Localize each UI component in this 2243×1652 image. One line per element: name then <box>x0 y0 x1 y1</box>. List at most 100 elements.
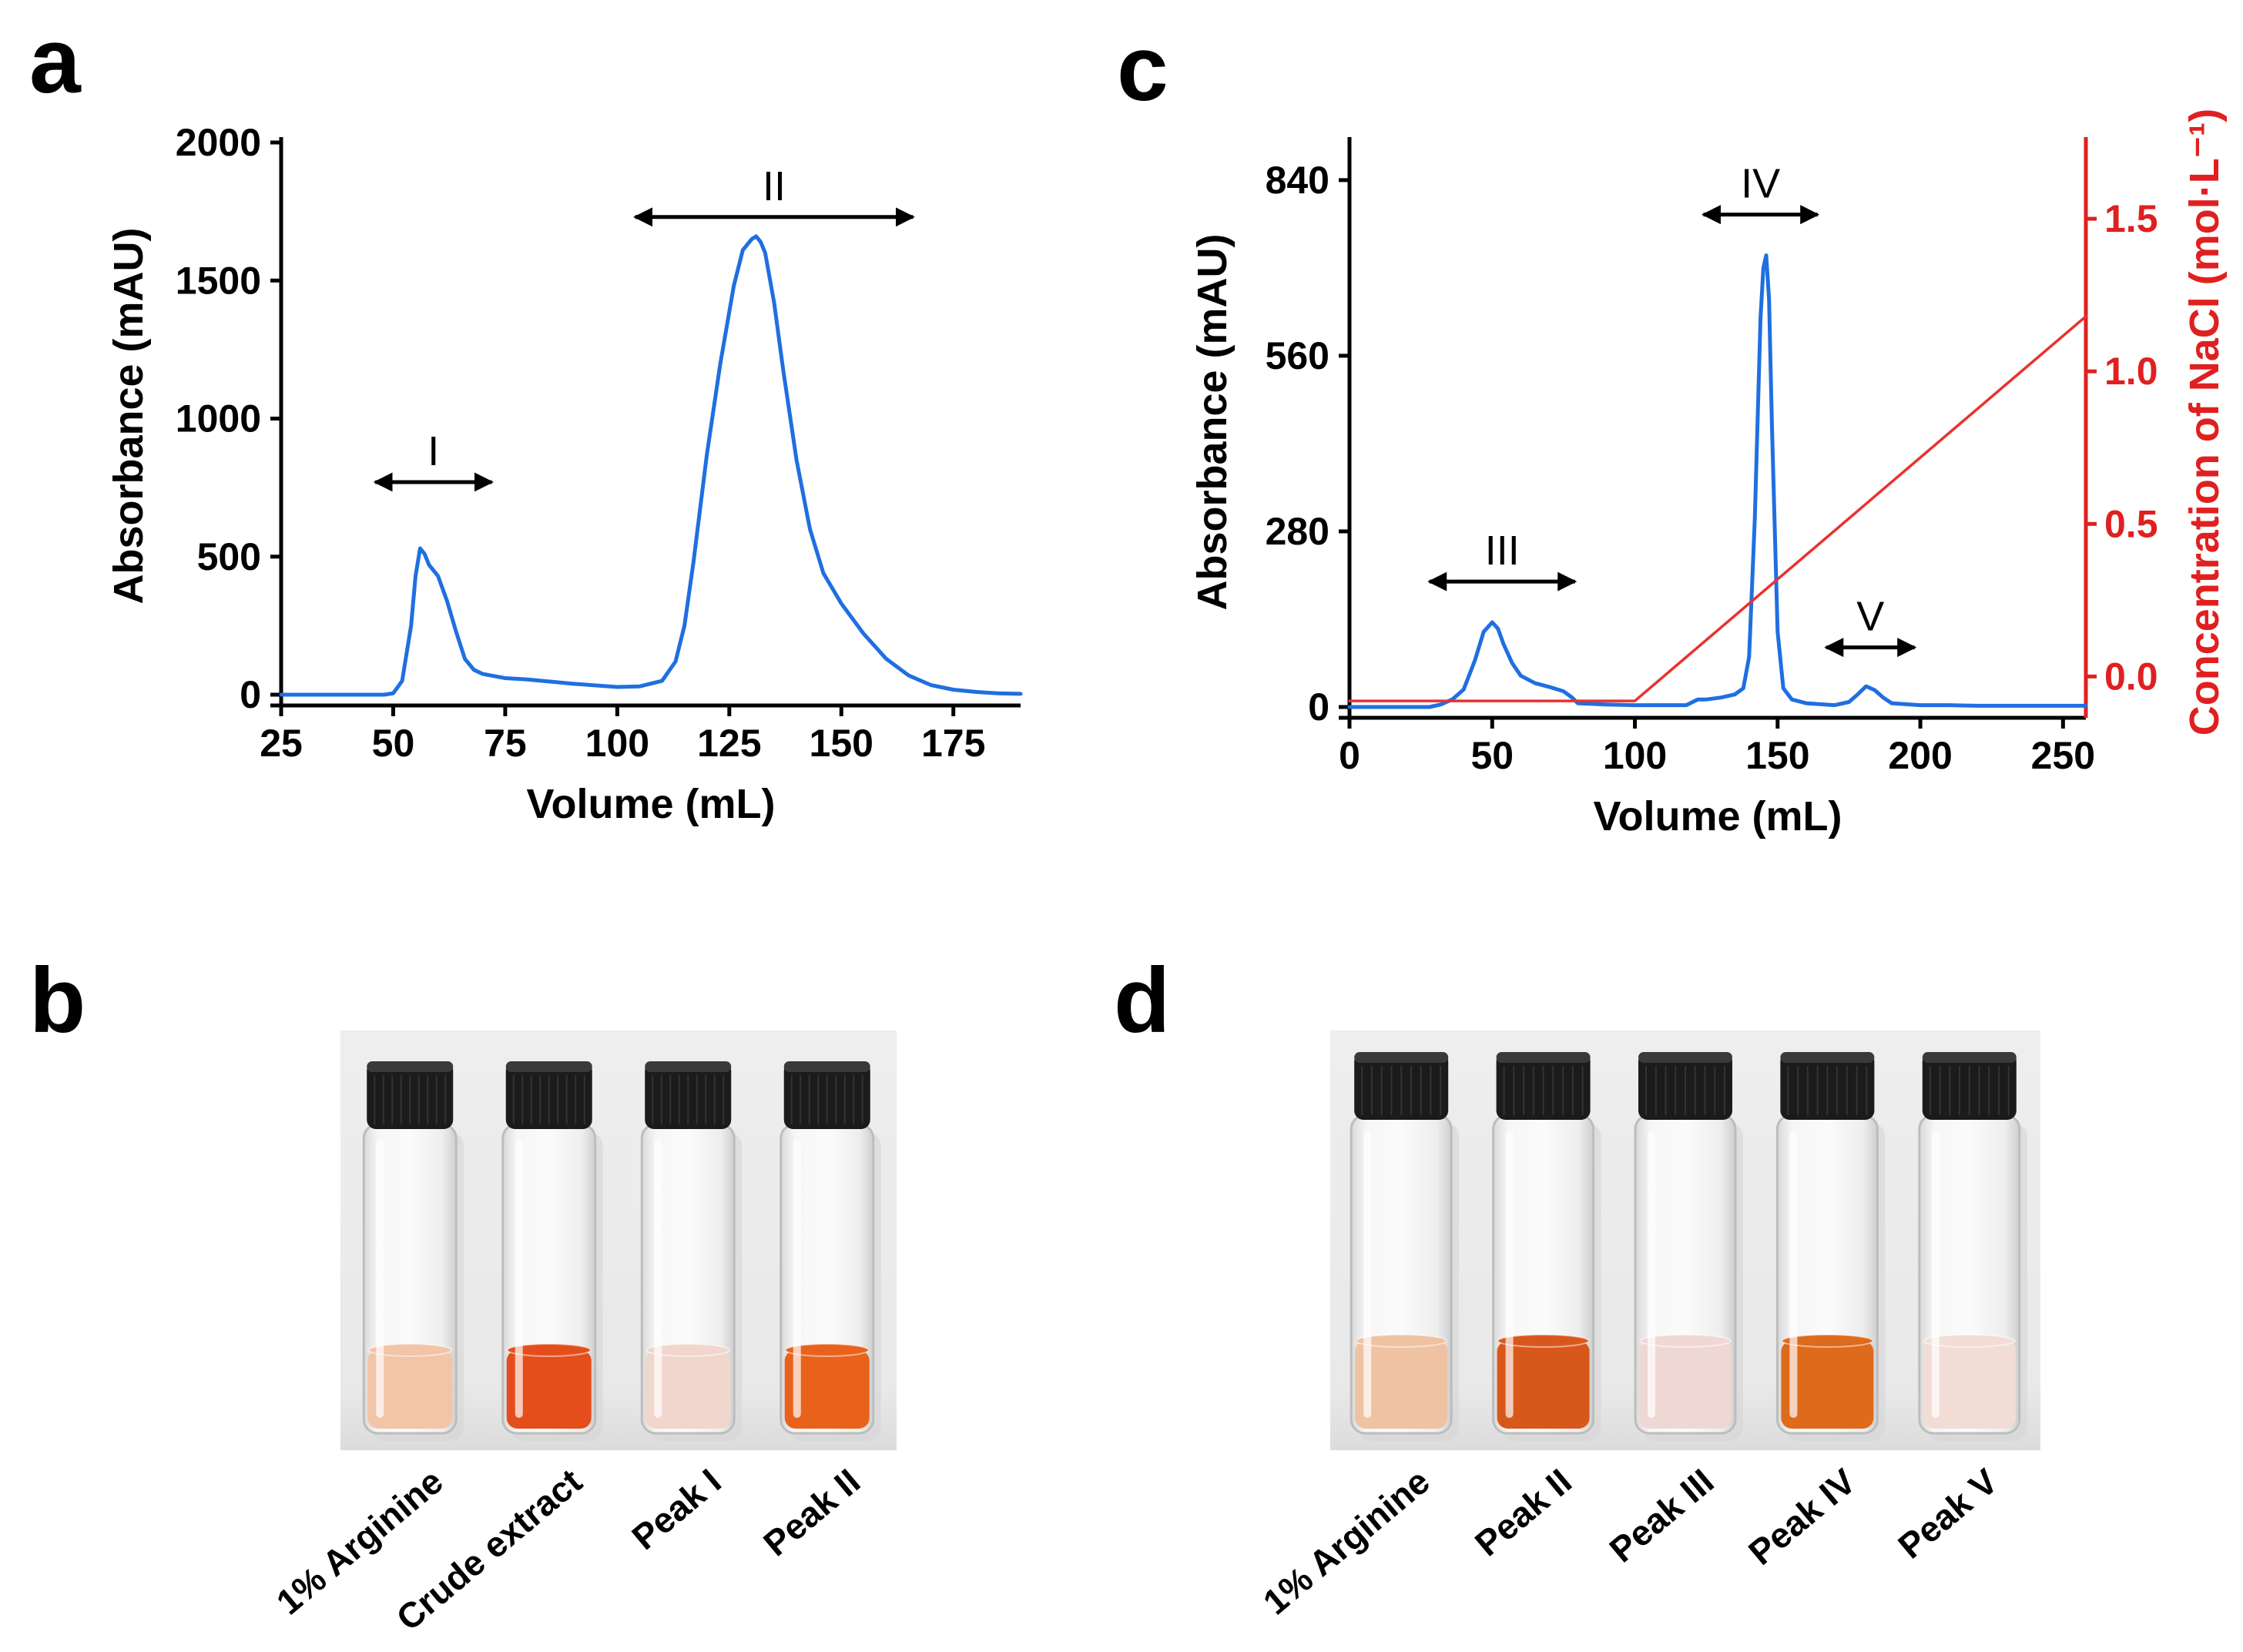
vial-highlight <box>1648 1131 1655 1418</box>
vial-label: Peak IV <box>1741 1461 1863 1573</box>
panel-letter-a: a <box>29 9 82 112</box>
vial-highlight <box>515 1140 523 1418</box>
vial-highlight <box>654 1140 662 1418</box>
vial <box>780 1061 881 1441</box>
vial <box>1634 1052 1743 1441</box>
vial-label: Peak III <box>1602 1461 1722 1570</box>
y2-tick-label: 0.5 <box>2104 502 2158 545</box>
y-tick-label: 500 <box>197 535 261 578</box>
vial <box>640 1061 743 1441</box>
vial-cap-top <box>1780 1052 1875 1063</box>
chart-c-ticks: 0 50 100 150 200 250 0 280 560 840 0.0 0.5 1.0 1.5 <box>1266 159 2158 777</box>
x-tick-label: 100 <box>585 722 649 765</box>
y-tick-label: 0 <box>240 673 261 716</box>
x-tick-label: 75 <box>484 722 527 765</box>
vial-meniscus <box>1923 1334 2016 1348</box>
vial-highlight <box>1363 1131 1372 1418</box>
chart-a-series <box>279 234 1023 697</box>
vial <box>1349 1052 1460 1441</box>
vial <box>1918 1052 2027 1441</box>
vial-meniscus <box>1781 1334 1874 1348</box>
vial-meniscus <box>506 1343 592 1357</box>
vial-cap-top <box>367 1061 454 1072</box>
x-tick-label: 175 <box>921 722 985 765</box>
series-line-absorbance <box>279 234 1023 697</box>
panel-letter-c: c <box>1117 17 1168 120</box>
chart-a-xlabel: Volume (mL) <box>527 781 776 827</box>
y-tick-label: 560 <box>1266 334 1329 377</box>
chart-c-xlabel: Volume (mL) <box>1594 793 1842 839</box>
vial-cap-top <box>1922 1052 2017 1063</box>
vial-liquid <box>1355 1341 1448 1429</box>
vial-liquid <box>1781 1341 1874 1429</box>
y2-tick-label: 1.5 <box>2104 197 2158 240</box>
x-tick-label: 50 <box>1470 734 1514 777</box>
peak-label: I <box>427 428 439 474</box>
peak-label: V <box>1856 594 1884 640</box>
vial-liquid <box>506 1350 592 1429</box>
vial-highlight <box>1931 1131 1940 1418</box>
chart-c-series <box>1347 253 2088 709</box>
vials-photo-d <box>1330 1030 2040 1450</box>
vial <box>362 1061 464 1441</box>
panel-letter-b: b <box>29 949 85 1052</box>
chart-c: 0 50 100 150 200 250 0 280 560 840 0.0 0.5 1.0 1.5 II… <box>1189 109 2228 839</box>
y2-tick-label: 0.0 <box>2104 655 2158 698</box>
vial-meniscus <box>645 1343 731 1357</box>
vial-label: 1% Arginine <box>1256 1461 1437 1623</box>
chart-c-y2label: Concentration of NaCl (mol·L⁻¹) <box>2181 109 2228 736</box>
chart-a-ylabel: Absorbance (mAU) <box>106 227 152 604</box>
y-tick-label: 1500 <box>176 259 261 302</box>
chart-c-ylabel: Absorbance (mAU) <box>1189 233 1235 610</box>
chart-a-annotations: III <box>373 163 915 492</box>
y-tick-label: 0 <box>1308 685 1329 729</box>
vial-meniscus <box>1639 1334 1732 1348</box>
vial-liquid <box>1497 1341 1590 1429</box>
vial-cap-top <box>1354 1052 1449 1063</box>
chart-a-ticks: 25 50 75 100 125 150 175 0 500 1000 1500 2000 <box>176 121 986 765</box>
peak-label: II <box>763 163 786 209</box>
vial-meniscus <box>784 1343 870 1357</box>
vial-label: Peak V <box>1890 1461 2005 1567</box>
y-tick-label: 1000 <box>176 397 261 441</box>
panel-letter-d: d <box>1114 949 1170 1052</box>
chart-a-axes <box>270 137 1021 708</box>
x-tick-label: 50 <box>372 722 415 765</box>
x-tick-label: 100 <box>1603 734 1667 777</box>
vial <box>1492 1052 1601 1441</box>
vial-liquid <box>1639 1341 1732 1429</box>
x-tick-label: 250 <box>2031 734 2095 777</box>
y2-tick-label: 1.0 <box>2104 350 2158 393</box>
vial-cap-top <box>1638 1052 1732 1063</box>
vial-cap-top <box>783 1061 870 1072</box>
y-tick-label: 840 <box>1266 159 1329 202</box>
vial-cap-top <box>645 1061 732 1072</box>
chart-c-annotations: III IV V <box>1427 161 1917 658</box>
vial-highlight <box>1505 1131 1514 1418</box>
vial <box>1775 1052 1886 1441</box>
vial-label: Peak II <box>756 1461 867 1564</box>
vial-liquid <box>367 1350 453 1429</box>
vial-liquid <box>784 1350 870 1429</box>
x-tick-label: 200 <box>1888 734 1952 777</box>
vial-meniscus <box>367 1343 453 1357</box>
y-tick-label: 2000 <box>176 121 261 164</box>
series-line-nacl-gradient <box>1348 315 2087 702</box>
peak-label: IV <box>1741 161 1780 207</box>
y-tick-label: 280 <box>1266 510 1329 553</box>
x-tick-label: 150 <box>810 722 873 765</box>
vial-liquid <box>645 1350 731 1429</box>
x-tick-label: 0 <box>1339 734 1360 777</box>
vial-meniscus <box>1497 1334 1590 1348</box>
x-tick-label: 125 <box>697 722 761 765</box>
peak-label: III <box>1485 528 1520 574</box>
vial-liquid <box>1923 1341 2016 1429</box>
vial-labels-d: 1% Arginine Peak II Peak III Peak IV Peak V <box>1256 1461 2006 1623</box>
vial-label: Peak II <box>1467 1461 1579 1564</box>
vial-highlight <box>793 1140 801 1418</box>
vial-cap-top <box>1496 1052 1591 1063</box>
vials-photo-b <box>340 1030 897 1450</box>
x-tick-label: 150 <box>1745 734 1809 777</box>
